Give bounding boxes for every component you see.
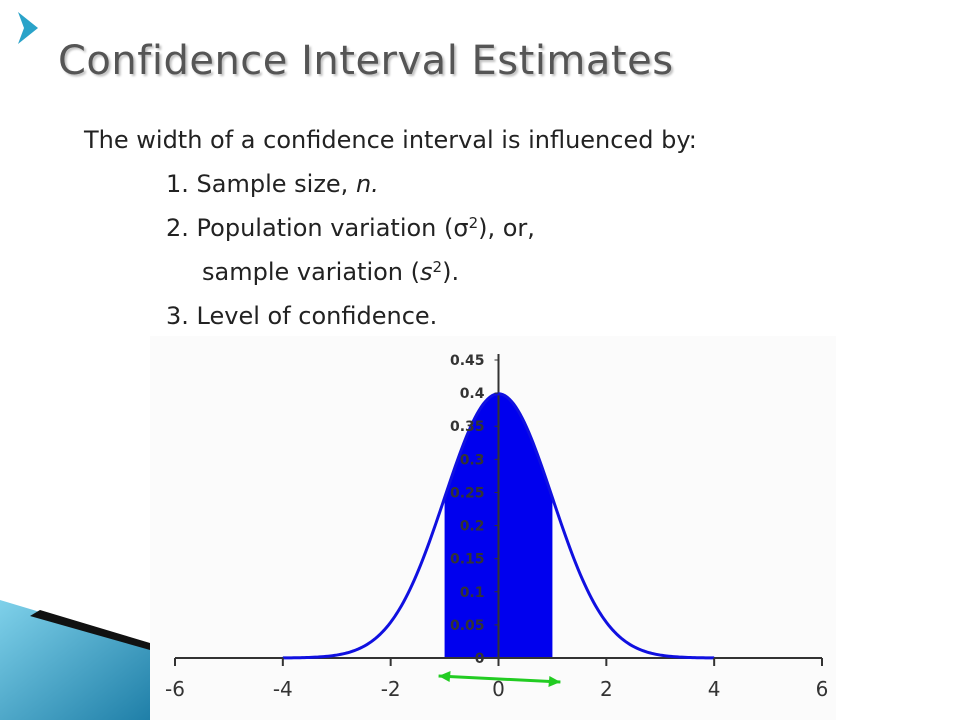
item-population-variation: 2. Population variation (σ2), or, (166, 214, 535, 242)
density-curve (282, 392, 715, 660)
y-tick-label: 0 (475, 651, 485, 667)
y-tick-label: 0.4 (460, 386, 485, 402)
x-tick-label: 0 (492, 677, 505, 701)
interval-arrow-shaft (438, 674, 561, 684)
y-tick-label: 0.2 (460, 519, 485, 535)
x-tick-label: -2 (381, 677, 401, 701)
y-tick-label: 0.25 (450, 485, 485, 501)
decorative-swoosh (0, 600, 160, 720)
y-tick-label: 0.3 (460, 452, 485, 468)
y-tick-label: 0.1 (460, 585, 485, 601)
x-tick-label: 4 (708, 677, 721, 701)
x-tick-label: -6 (165, 677, 185, 701)
y-tick-label: 0.45 (450, 353, 485, 369)
bullet-list: The width of a confidence interval is in… (84, 118, 697, 338)
x-tick-label: 6 (816, 677, 829, 701)
y-tick-label: 0.35 (450, 419, 485, 435)
normal-distribution-chart: 0 0.05 0.1 0.15 0.2 0.25 0.3 0.35 0.4 0.45 -6 -4 -2… (150, 336, 836, 720)
slide-title: Confidence Interval Estimates (58, 38, 674, 84)
interval-arrow-head-left (438, 671, 451, 682)
intro-line: The width of a confidence interval is in… (84, 126, 697, 154)
y-tick-label: 0.15 (450, 552, 485, 568)
item-sample-size: 1. Sample size, n. (166, 170, 379, 198)
x-tick-label: -4 (273, 677, 293, 701)
y-tick-label: 0.05 (450, 618, 485, 634)
chevron-right-icon (18, 12, 38, 44)
item-sample-variation: sample variation (s2). (202, 258, 460, 286)
item-confidence-level: 3. Level of confidence. (166, 302, 438, 330)
interval-arrow-head-right (548, 676, 561, 687)
x-tick-label: 2 (600, 677, 613, 701)
